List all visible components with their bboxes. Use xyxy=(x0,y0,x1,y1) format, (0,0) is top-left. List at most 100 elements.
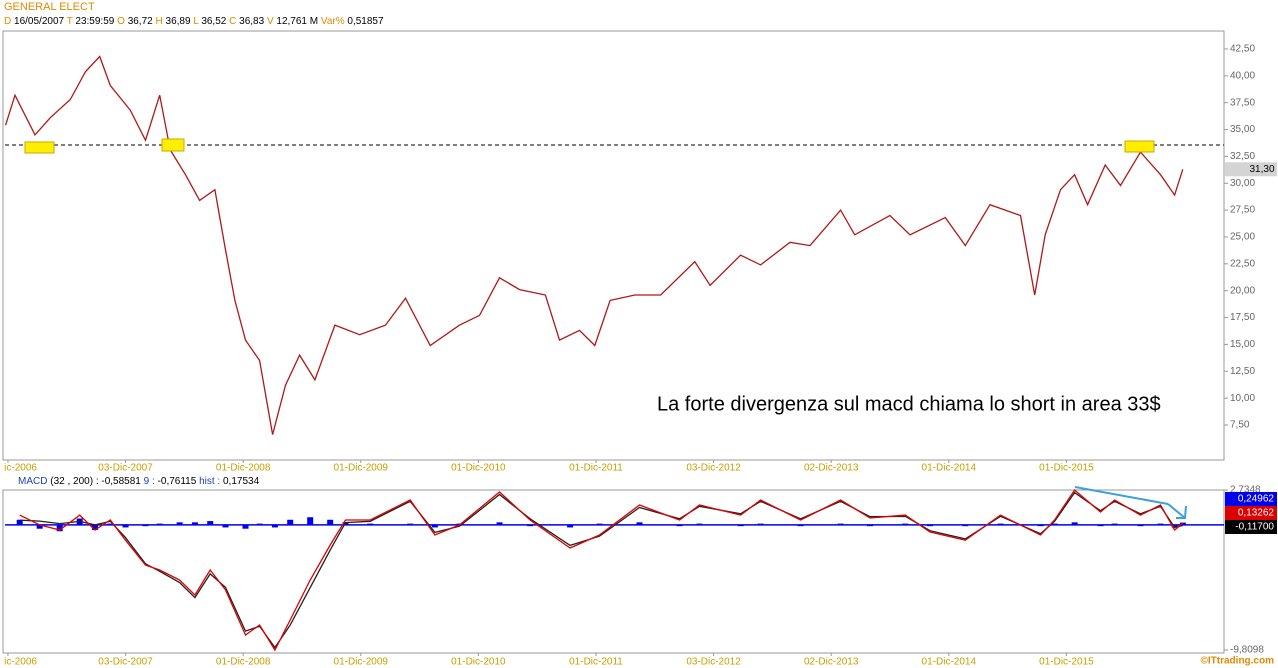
field-text: 0,17534 xyxy=(222,476,260,487)
y-tick-label: 20,00 xyxy=(1230,285,1255,296)
last-value-tag xyxy=(1225,492,1277,506)
x-tick-label: 01-Dic-2014 xyxy=(922,657,977,668)
y-tick-label: 27,50 xyxy=(1230,205,1255,216)
histogram-bar xyxy=(367,523,374,525)
histogram-bar xyxy=(56,524,63,532)
field-text: H xyxy=(155,16,163,27)
histogram-bar xyxy=(107,523,114,525)
histogram-bar xyxy=(676,524,683,527)
last-price-label: 31,30 xyxy=(1249,164,1274,175)
quote-fields: D 16/05/2007 T 23:59:59 O 36,72 H 36,89 … xyxy=(4,16,384,27)
macd-fields: MACD (32 , 200) : -0,58581 9 : -0,76115 … xyxy=(18,476,259,487)
x-tick-label: 01-Dic-2009 xyxy=(334,463,389,474)
x-tick-label: 01-Dic-2011 xyxy=(569,657,623,668)
y-tick-label: 2,7348 xyxy=(1230,485,1261,496)
histogram-bar xyxy=(242,524,249,529)
field-text: V xyxy=(266,16,274,27)
histogram-bar xyxy=(1171,524,1178,528)
highlight-box xyxy=(24,141,55,154)
y-tick-label: 30,00 xyxy=(1230,178,1255,189)
last-value-tag xyxy=(1225,506,1277,520)
histogram-bar xyxy=(1111,523,1118,525)
y-tick-label: 37,50 xyxy=(1230,97,1255,108)
field-text: 36,89 xyxy=(165,16,191,27)
histogram-bar xyxy=(142,524,149,527)
annotation: La forte divergenza sul macd chiama lo s… xyxy=(657,393,1161,415)
histogram-bar xyxy=(176,522,183,525)
field-text: 36,72 xyxy=(127,16,153,27)
histogram-bar xyxy=(962,524,969,527)
arrow-line xyxy=(1074,486,1169,505)
histogram-bar xyxy=(1157,523,1164,525)
field-text: 0,51857 xyxy=(347,16,384,27)
histogram-bar xyxy=(1037,524,1044,527)
highlight-box xyxy=(161,138,185,152)
x-tick-label: 01-Dic-2015 xyxy=(1039,657,1094,668)
histogram-bar xyxy=(222,524,229,528)
highlight-boxes xyxy=(24,138,1155,154)
x-tick-label: 02-Dic-2013 xyxy=(804,657,859,668)
histogram-bar xyxy=(496,522,503,525)
histogram-bar xyxy=(926,524,933,527)
arrow-head xyxy=(1167,503,1187,519)
histogram-bar xyxy=(636,522,643,525)
field-text: hist : xyxy=(199,476,221,487)
series-line xyxy=(4,55,1184,435)
y-tick-label: 10,00 xyxy=(1230,393,1255,404)
field-text: 36,52 xyxy=(201,16,227,27)
x-tick-label: 01-Dic-2010 xyxy=(451,657,506,668)
x-tick-label: 01-Dic-2009 xyxy=(334,657,389,668)
histogram-bar xyxy=(596,523,603,525)
y-tick-label: 32,50 xyxy=(1230,151,1255,162)
histogram-bar xyxy=(91,524,98,530)
histogram-bar xyxy=(527,524,534,527)
x-tick-label: ic-2006 xyxy=(4,463,37,474)
y-tick-label: 25,00 xyxy=(1230,232,1255,243)
symbol: GENERAL ELECT xyxy=(4,1,95,13)
histogram-bar xyxy=(156,523,163,525)
field-text: 16/05/2007 xyxy=(14,16,65,27)
y-tick-label: 22,50 xyxy=(1230,258,1255,269)
histogram-bar xyxy=(207,521,214,525)
histogram-bar xyxy=(696,523,703,525)
histogram-bar xyxy=(287,519,294,525)
x-tick-label: ic-2006 xyxy=(4,657,37,668)
y-tick-label: 42,50 xyxy=(1230,44,1255,55)
field-text: L xyxy=(193,16,199,27)
field-text: (32 , 200) : -0,58581 xyxy=(50,476,141,487)
price-pane xyxy=(2,30,1225,461)
x-tick-label: 02-Dic-2013 xyxy=(804,463,859,474)
y-tick-label: 35,00 xyxy=(1230,124,1255,135)
x-tick-label: 03-Dic-2012 xyxy=(686,463,741,474)
watermark: ©ITtrading.com xyxy=(1201,656,1275,667)
x-tick-label: 01-Dic-2011 xyxy=(569,463,623,474)
histogram-bar xyxy=(867,524,874,527)
histogram-bar xyxy=(1071,522,1078,525)
last-price-tag xyxy=(1225,162,1277,177)
histogram-bar xyxy=(122,524,129,528)
last-value-label: 0,24962 xyxy=(1238,494,1275,505)
divergence-arrow xyxy=(1074,486,1187,519)
x-tick-label: 01-Dic-2008 xyxy=(216,463,271,474)
histogram-bar xyxy=(271,524,278,528)
last-value-tag xyxy=(1225,520,1277,534)
x-tick-label: 03-Dic-2012 xyxy=(686,657,741,668)
histogram-bar xyxy=(307,517,314,525)
histogram-bar xyxy=(837,523,844,525)
histogram-bar xyxy=(797,524,804,527)
last-value-label: 0,13262 xyxy=(1238,508,1275,519)
field-text: MACD xyxy=(18,476,48,487)
histogram-bar xyxy=(407,523,414,525)
field-text: O xyxy=(117,16,125,27)
histogram-bar xyxy=(1137,524,1144,527)
histogram-bar xyxy=(16,519,23,525)
macd-pane xyxy=(2,489,1225,654)
y-tick-label: -9,8098 xyxy=(1230,645,1264,656)
histogram-bar xyxy=(36,524,43,529)
y-tick-label: 15,00 xyxy=(1230,339,1255,350)
field-text: 36,83 xyxy=(239,16,265,27)
y-tick-label: 7,50 xyxy=(1230,420,1250,431)
x-tick-label: 01-Dic-2008 xyxy=(216,657,271,668)
